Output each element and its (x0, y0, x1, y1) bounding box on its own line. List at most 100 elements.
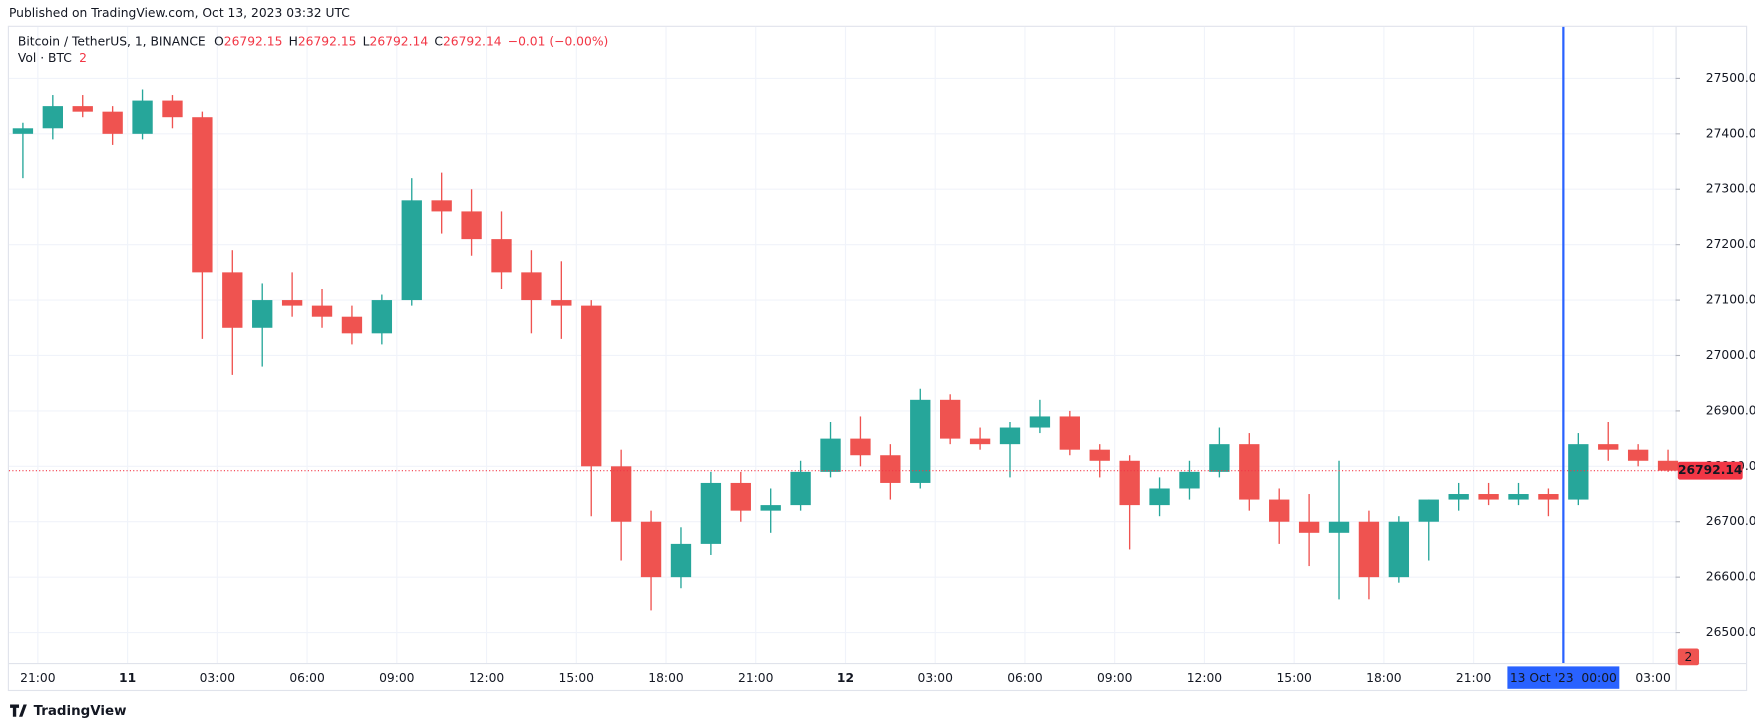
x-tick-label: 03:00 (917, 671, 952, 685)
candle-body (1239, 444, 1260, 500)
x-tick-label: 21:00 (20, 671, 55, 685)
candle-body (940, 399, 961, 439)
x-tick-label: 03:00 (200, 671, 235, 685)
x-tick-label: 09:00 (379, 671, 414, 685)
x-tick-label: 15:00 (1276, 671, 1311, 685)
symbol: Bitcoin / TetherUS, 1, BINANCE (18, 34, 206, 48)
candle-body (610, 466, 632, 522)
grid: 26500.0026600.0026700.0026800.0026900.00… (8, 26, 1755, 685)
candle-body (910, 399, 931, 483)
x-tick-label: 12:00 (1187, 671, 1222, 685)
volume-legend: Vol · BTC 2 (18, 51, 87, 65)
legend-line: Bitcoin / TetherUS, 1, BINANCE O26792.15… (18, 34, 608, 48)
candle-body (999, 427, 1021, 445)
x-tick-label: 09:00 (1097, 671, 1132, 685)
x-tick-label: 06:00 (289, 671, 324, 685)
l-value: 26792.14 (370, 34, 429, 48)
o-value: 26792.15 (224, 34, 283, 48)
candle-body (431, 200, 452, 212)
candle-body (790, 471, 811, 506)
candle-body (1627, 449, 1649, 461)
candle-body (102, 111, 123, 134)
change: −0.01 (−0.00%) (508, 34, 609, 48)
footer-logo: TradingView (10, 704, 127, 719)
x-tick-label: 15:00 (559, 671, 594, 685)
candle-body (42, 106, 63, 129)
chart-frame (7, 25, 1748, 692)
x-tick-label: 21:00 (738, 671, 773, 685)
candle-body (730, 482, 751, 511)
candle-body (12, 128, 34, 134)
candle-body (1598, 444, 1619, 450)
candle-body (1029, 416, 1051, 428)
candle-body (1388, 521, 1410, 578)
candle-body (820, 438, 841, 472)
candle-body (1418, 499, 1439, 522)
candle-body (252, 300, 273, 328)
x-tick-label: 06:00 (1007, 671, 1042, 685)
x-tick-label: 12:00 (469, 671, 504, 685)
candle-body (1269, 499, 1290, 522)
candle-body (1119, 460, 1140, 506)
candle-body (1448, 494, 1469, 500)
x-tick-label: 11 (119, 671, 136, 685)
x-tick-label: 18:00 (648, 671, 683, 685)
candle-body (1298, 521, 1320, 533)
candle-body (1657, 460, 1679, 471)
candle-body (1059, 416, 1080, 450)
candle-body (192, 117, 213, 273)
candles (12, 89, 1679, 611)
candle-body (640, 521, 662, 578)
y-tick-label: 26600.00 (1706, 570, 1755, 584)
candle-body (341, 316, 363, 334)
candle-body (491, 239, 512, 273)
h-value: 26792.15 (298, 34, 357, 48)
y-tick-label: 27500.00 (1706, 71, 1755, 85)
candle-body (880, 455, 901, 483)
c-value: 26792.14 (443, 34, 502, 48)
candle-body (162, 100, 183, 118)
candle-body (132, 100, 153, 134)
y-tick-label: 27100.00 (1706, 293, 1755, 307)
candle-body (1179, 471, 1200, 489)
candle-body (311, 305, 333, 317)
candle-body (371, 300, 393, 334)
candle-body (1358, 521, 1380, 578)
volume-tag (1677, 648, 1700, 666)
x-tick-label: 03:00 (1635, 671, 1670, 685)
last-price-label: 26792.14 (1678, 463, 1743, 477)
logo-mark (10, 704, 27, 717)
candle-body (1149, 488, 1170, 506)
candle-body (969, 438, 991, 445)
candle-body (461, 211, 482, 240)
candle-body (521, 272, 542, 301)
overlay: 26792.14 2 13 Oct '23 00:00 (8, 26, 1743, 689)
published-note: Published on TradingView.com, Oct 13, 20… (9, 6, 350, 20)
x-tick-label: 21:00 (1456, 671, 1491, 685)
c-label: C (434, 34, 443, 48)
l-label: L (363, 34, 370, 48)
last-price-tag (1677, 461, 1743, 480)
candle-body (581, 305, 602, 467)
h-label: H (289, 34, 298, 48)
candle-body (760, 505, 781, 511)
candle-body (222, 272, 243, 328)
x-tick-label: 12 (837, 671, 854, 685)
y-tick-label: 27400.00 (1706, 126, 1755, 140)
candle-body (1089, 449, 1110, 461)
candle-body (1478, 494, 1499, 500)
candle-body (1209, 444, 1230, 472)
y-tick-label: 27200.00 (1706, 237, 1755, 251)
crosshair-label: 13 Oct '23 00:00 (1510, 671, 1617, 685)
volume-value: 2 (79, 51, 87, 65)
crosshair-tag (1507, 666, 1620, 689)
candle-body (72, 106, 93, 112)
volume-label: Vol · BTC (18, 51, 72, 65)
candle-body (850, 438, 871, 456)
x-tick-label: 18:00 (1366, 671, 1401, 685)
candle-body (1508, 494, 1529, 500)
y-tick-label: 26900.00 (1706, 403, 1755, 417)
